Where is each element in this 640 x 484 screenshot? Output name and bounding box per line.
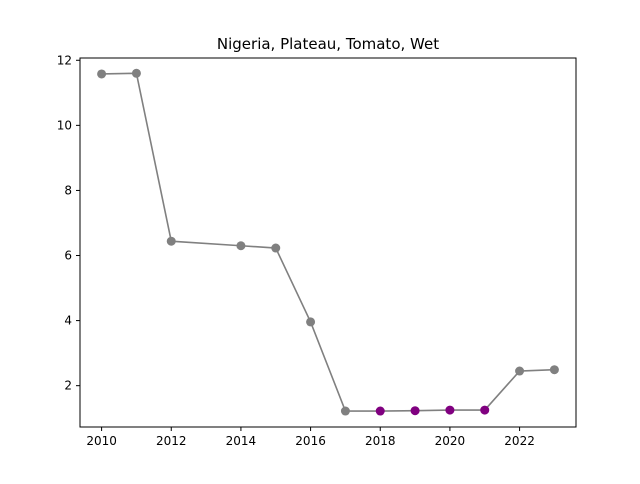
data-point: [131, 68, 141, 78]
axis-ticks: 2010 2012 2014 2016 2018 2020 2022 2 4 6 8 10 12: [57, 53, 535, 448]
y-tick-label: 12: [57, 53, 72, 67]
x-tick-label: 2016: [295, 434, 326, 448]
data-point: [515, 366, 525, 376]
y-tick-label: 2: [64, 379, 72, 393]
x-tick-label: 2012: [156, 434, 187, 448]
x-tick-label: 2010: [86, 434, 117, 448]
x-tick-label: 2014: [226, 434, 257, 448]
data-point: [375, 406, 385, 416]
data-point: [340, 406, 350, 416]
data-point: [549, 365, 559, 375]
plot-area-frame: [79, 57, 577, 428]
data-point: [480, 405, 490, 415]
data-point: [445, 405, 455, 415]
y-tick-label: 6: [64, 249, 72, 263]
y-tick-label: 8: [64, 183, 72, 197]
data-point: [166, 236, 176, 246]
data-point: [306, 317, 316, 327]
y-tick-label: 4: [64, 314, 72, 328]
y-tick-label: 10: [57, 118, 72, 132]
x-tick-label: 2022: [504, 434, 535, 448]
x-tick-label: 2020: [435, 434, 466, 448]
chart-title: Nigeria, Plateau, Tomato, Wet: [217, 35, 439, 53]
data-series: [97, 68, 559, 416]
x-tick-label: 2018: [365, 434, 396, 448]
data-point: [236, 241, 246, 251]
data-point: [271, 243, 281, 253]
data-point: [410, 406, 420, 416]
data-point: [97, 69, 107, 79]
